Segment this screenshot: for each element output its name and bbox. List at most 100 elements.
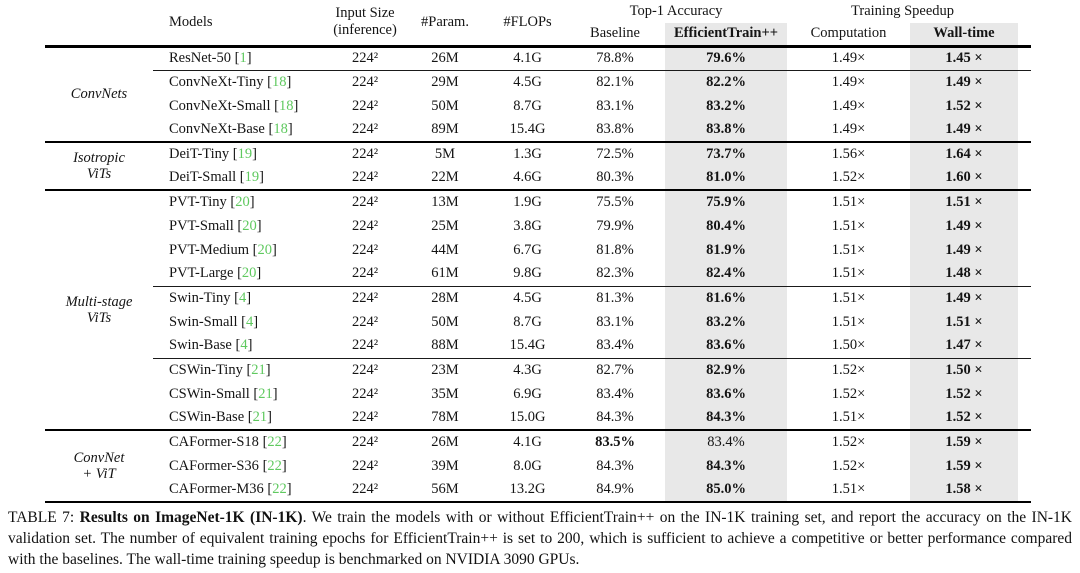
model-name: Swin-Tiny [169,289,231,306]
computation-speedup-cell: 1.49× [831,97,866,114]
spacer-cell [1018,118,1032,143]
model-cell: CAFormer-M36 [22] [153,478,330,503]
caption-title: Results on ImageNet-1K (IN-1K) [79,509,303,526]
spacer-cell [1018,358,1031,382]
efficienttrain-accuracy-cell: 81.0% [665,166,788,191]
model-cell: DeiT-Tiny [19] [169,146,257,162]
spacer-cell [1018,238,1031,262]
model-cell: CSWin-Tiny [21] [169,361,271,378]
flops-cell: 4.3G [513,361,542,378]
baseline-accuracy-cell: 83.8% [565,118,665,143]
efficienttrain-accuracy-cell: 83.2% [665,94,788,118]
param-count-cell: 5M [434,146,456,162]
computation-header: Computation [787,23,911,48]
table-row: Swin-Tiny [4] 224² 28M 4.5G 81.3% 81.6% 1.51× 1… [45,286,1031,310]
citation-ref: 19 [244,169,260,185]
computation-speedup-cell: 1.51× [831,194,866,210]
citation-ref: 18 [273,121,288,137]
table-row: PVT-Large [20] 224² 61M 9.8G 82.3% 82.4% 1.51×… [45,262,1032,287]
walltime-speedup-cell: 1.59 × [910,430,1019,454]
walltime-speedup-cell: 1.51 × [910,190,1019,214]
table-row: ConvNets ResNet-50 [1] 224² 26M 4.1G 78.8% 79.… [45,46,1032,143]
table-row: CAFormer-S36 [22] 224² 39M 8.0G 84.3% 84.3% 1.… [45,454,1031,478]
computation-speedup-cell: 1.50× [787,334,911,359]
computation-speedup-cell: 1.51× [831,313,866,330]
table-row: CAFormer-M36 [22] 224² 56M 13.2G 84.9% 85.0% 1… [45,478,1032,503]
computation-speedup-cell: 1.52× [831,385,866,402]
input-size-cell: 224² [330,166,400,191]
flops-cell: 15.4G [490,334,565,359]
model-name: DeiT-Small [169,169,237,185]
input-size-cell: 224² [330,46,400,71]
computation-speedup-cell: 1.49× [831,73,866,90]
flops-cell: 8.7G [513,313,542,330]
citation-ref: 22 [272,481,287,497]
baseline-accuracy-cell: 83.1% [596,97,634,114]
baseline-header: Baseline [565,23,665,48]
table-caption: TABLE 7: Results on ImageNet-1K (IN-1K).… [8,507,1072,570]
walltime-speedup-cell: 1.58 × [910,478,1019,503]
model-name: PVT-Tiny [169,194,227,210]
input-size-cell: 224² [351,385,379,402]
baseline-accuracy-cell: 84.3% [565,406,665,431]
computation-speedup-cell: 1.51× [831,241,866,258]
table-row: CSWin-Tiny [21] 224² 23M 4.3G 82.7% 82.9% 1.52… [45,358,1031,382]
flops-cell: 8.7G [513,97,542,114]
flops-header: #FLOPs [490,0,565,48]
model-cell: Swin-Tiny [4] [169,289,252,306]
model-cell: CSWin-Small [21] [169,385,278,402]
spacer-cell [1018,142,1031,166]
baseline-accuracy-cell: 81.3% [596,289,634,306]
model-cell: PVT-Tiny [20] [169,194,255,210]
table-row: PVT-Medium [20] 224² 44M 6.7G 81.8% 81.9% 1.51… [45,238,1031,262]
efficienttrain-accuracy-cell: 84.3% [665,406,788,431]
table-header: Models Input Size (inference) #Param. #F… [45,0,1032,48]
flops-cell: 4.5G [513,289,542,306]
citation-ref: 4 [240,337,248,354]
computation-speedup-cell: 1.52× [831,361,866,378]
flops-cell: 15.4G [490,118,565,143]
walltime-speedup-cell: 1.52 × [910,94,1019,118]
citation-ref: 1 [239,50,247,66]
spacer-cell [1018,478,1032,503]
citation-ref: 19 [237,146,253,162]
walltime-speedup-cell: 1.49 × [910,238,1019,262]
efficienttrain-accuracy-cell: 83.8% [665,118,788,143]
param-count-cell: 26M [400,46,490,71]
citation-ref: 21 [251,361,266,378]
spacer-cell [1018,334,1032,359]
computation-speedup-cell: 1.51× [787,406,911,431]
baseline-accuracy-cell: 82.1% [596,73,634,90]
spacer-cell [1018,70,1031,94]
citation-ref: 20 [241,265,257,282]
efficienttrain-accuracy-cell: 83.2% [665,310,788,334]
walltime-speedup-cell: 1.50 × [910,358,1019,382]
param-count-cell: 78M [400,406,490,431]
citation-ref: 18 [272,73,287,90]
training-speedup-group-header: Training Speedup [851,3,955,19]
results-table: Models Input Size (inference) #Param. #F… [45,0,1032,503]
param-count-cell: 22M [400,166,490,191]
input-size-cell: 224² [351,313,379,330]
input-size-cell: 224² [351,194,379,210]
caption-text: . We train the models with or without Ef… [8,509,1072,568]
spacer-cell [1018,406,1032,431]
param-count-cell: 44M [431,241,459,258]
input-size-line2: (inference) [333,22,397,39]
computation-speedup-cell: 1.52× [787,166,911,191]
group-label: Isotropic ViTs [45,142,153,191]
param-count-cell: 13M [431,194,459,210]
walltime-speedup-cell: 1.45 × [910,46,1019,71]
flops-cell: 9.8G [490,262,565,287]
model-name: DeiT-Tiny [169,146,230,162]
baseline-accuracy-cell: 81.8% [596,241,634,258]
group-column-header [45,0,153,48]
model-cell: ResNet-50 [1] [153,46,330,71]
table-row: ConvNeXt-Small [18] 224² 50M 8.7G 83.1% 83.2%… [45,94,1031,118]
baseline-accuracy-cell: 72.5% [596,146,634,162]
model-name: CSWin-Small [169,385,250,402]
efficienttrain-accuracy-cell: 85.0% [665,478,788,503]
input-size-cell: 224² [351,457,379,474]
input-size-cell: 224² [351,217,379,234]
spacer-cell [1018,382,1031,406]
